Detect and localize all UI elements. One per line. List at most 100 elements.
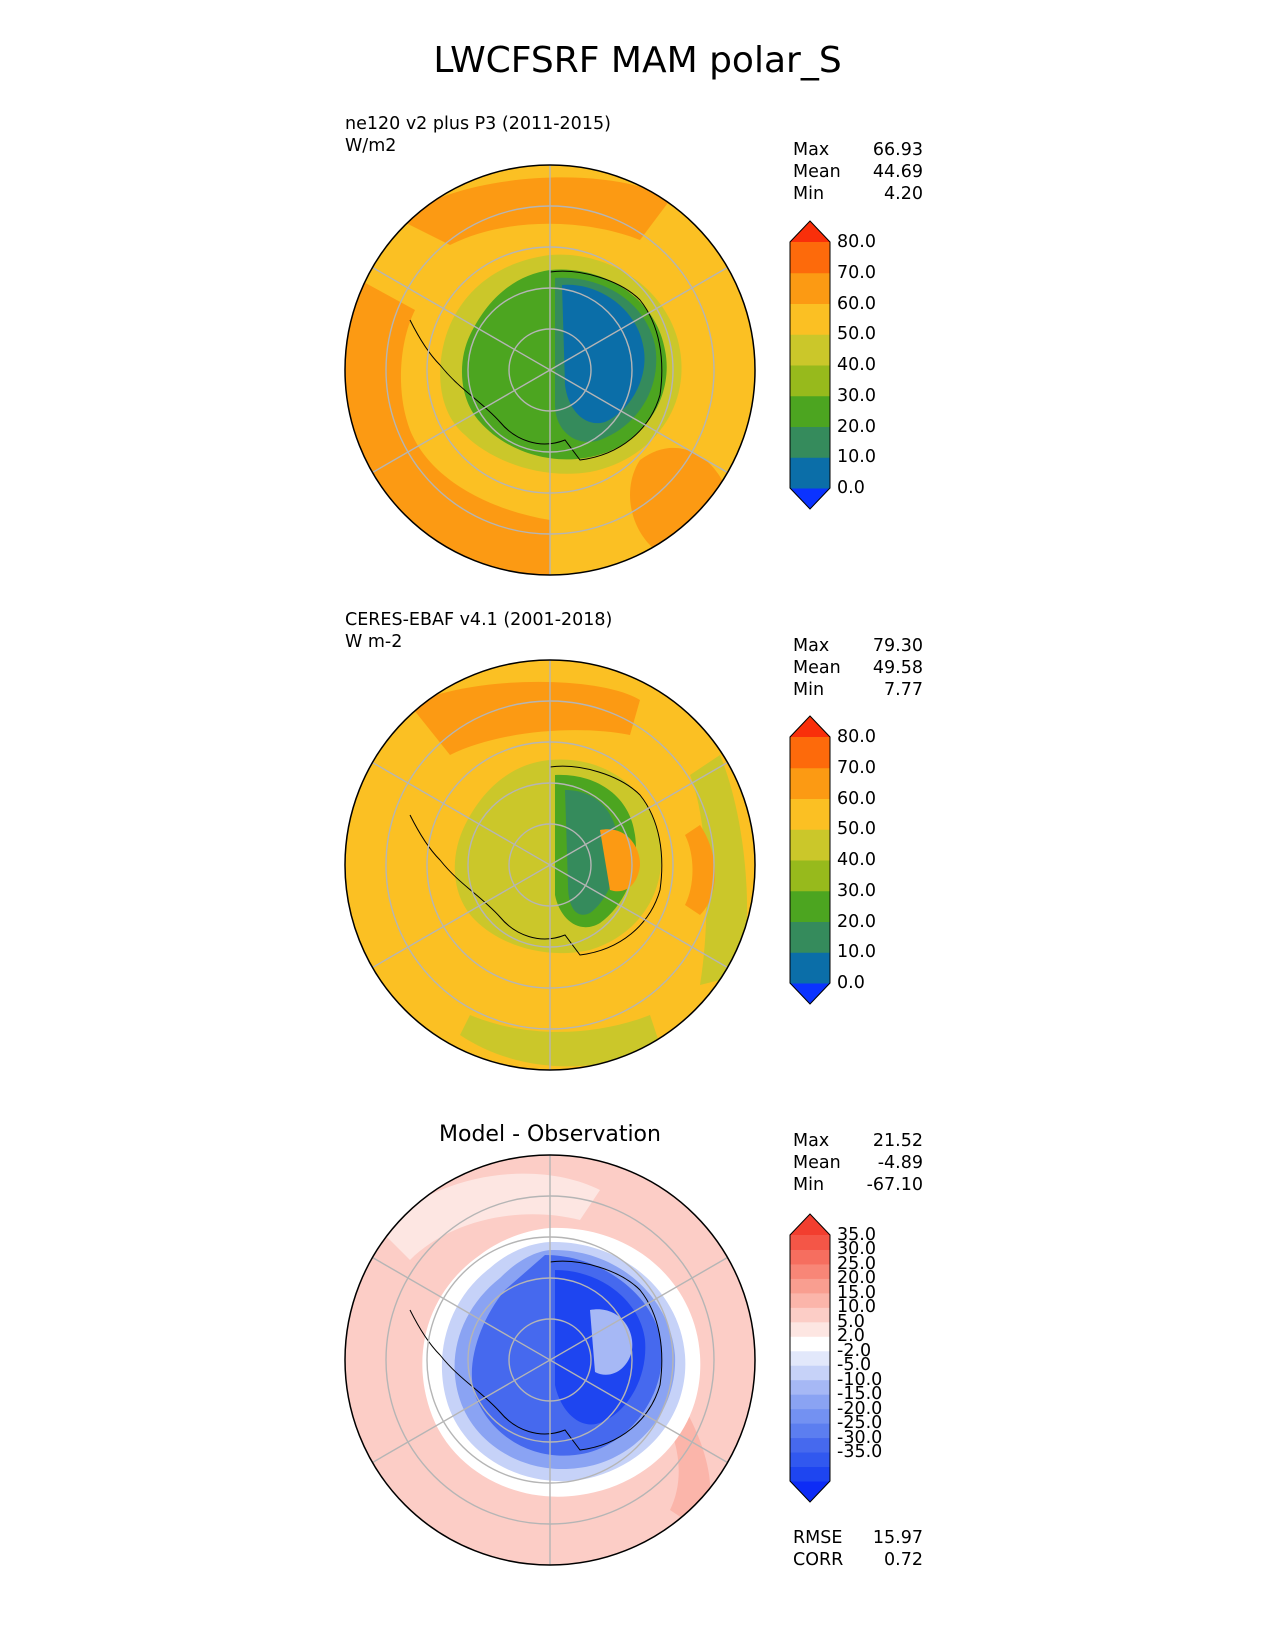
- obs-units: W m-2: [345, 632, 403, 652]
- stat-max-value: 79.30: [872, 636, 923, 656]
- colorbar-tick-label: 70.0: [837, 757, 876, 778]
- colorbar-swatch: [790, 716, 830, 737]
- colorbar-tick-label: 50.0: [837, 324, 876, 345]
- model-field-band-west: [345, 280, 550, 575]
- colorbar-tick-label: -35.0: [837, 1442, 883, 1463]
- colorbar-swatch: [790, 221, 830, 242]
- model-units: W/m2: [345, 136, 397, 156]
- colorbar-tick-label: 30.0: [837, 385, 876, 406]
- rmse-value: 15.97: [872, 1528, 923, 1548]
- colorbar-swatch: [790, 303, 830, 335]
- colorbar-tick-label: -10.0: [837, 1369, 883, 1390]
- diff-graticule: [372, 1155, 728, 1565]
- colorbar-tick-label: 70.0: [837, 262, 876, 283]
- colorbar-tick-label: -25.0: [837, 1413, 883, 1434]
- diff-coastline: [409, 1260, 663, 1451]
- model-graticule: [372, 165, 728, 575]
- colorbar-tick-label: 2.0: [837, 1326, 865, 1347]
- colorbar-tick-label: -15.0: [837, 1384, 883, 1405]
- obs-field-patch-east: [685, 825, 715, 915]
- colorbar-tick-label: 5.0: [837, 1311, 865, 1332]
- stat-max-label: Max: [793, 1131, 830, 1151]
- figure-title: LWCFSRF MAM polar_S: [433, 40, 842, 81]
- colorbar-swatch: [790, 1365, 830, 1381]
- colorbar-swatch: [790, 1307, 830, 1323]
- obs-header: CERES-EBAF v4.1 (2001-2018) W m-2: [345, 609, 612, 653]
- diff-meridian: [372, 1256, 728, 1464]
- colorbar-swatch: [790, 798, 830, 830]
- colorbar-swatch: [790, 1249, 830, 1265]
- model-map-border: [344, 164, 756, 576]
- colorbar-tick-label: 60.0: [837, 293, 876, 314]
- colorbar-swatch: [790, 921, 830, 953]
- colorbar-swatch: [790, 1292, 830, 1308]
- obs-title: CERES-EBAF v4.1 (2001-2018): [345, 610, 613, 630]
- obs-map-border: [344, 659, 756, 1071]
- obs-field-band-south: [460, 1015, 660, 1067]
- corr-value: 0.72: [884, 1550, 923, 1570]
- colorbar-swatch: [790, 767, 830, 799]
- stat-mean-label: Mean: [793, 658, 841, 678]
- colorbar-tick-label: -2.0: [837, 1340, 872, 1361]
- colorbar-tick-label: 15.0: [837, 1282, 876, 1303]
- colorbar-swatch: [790, 1481, 830, 1502]
- colorbar-swatch: [790, 1452, 830, 1468]
- model-field-band-southeast: [630, 447, 730, 560]
- rmse-label: RMSE: [793, 1528, 843, 1548]
- colorbar-tick-label: 60.0: [837, 788, 876, 809]
- model-colorbar: [789, 220, 831, 510]
- colorbar-swatch: [790, 952, 830, 984]
- stat-max-value: 66.93: [872, 140, 923, 160]
- colorbar-tick-label: 30.0: [837, 880, 876, 901]
- stat-min-value: 4.20: [884, 184, 923, 204]
- colorbar-swatch: [790, 1235, 830, 1250]
- colorbar-swatch: [790, 395, 830, 427]
- colorbar-swatch: [790, 1379, 830, 1395]
- colorbar-tick-label: 0.0: [837, 478, 865, 498]
- obs-field-band-north: [410, 681, 640, 755]
- obs-field-teal: [565, 790, 619, 915]
- colorbar-swatch: [790, 890, 830, 922]
- colorbar-tick-label: -20.0: [837, 1398, 883, 1419]
- obs-graticule: [372, 660, 728, 1070]
- colorbar-swatch: [790, 334, 830, 366]
- colorbar-tick-label: 10.0: [837, 447, 876, 468]
- colorbar-swatch: [790, 1394, 830, 1410]
- model-coastline: [409, 270, 663, 461]
- stat-mean-value: -4.89: [877, 1153, 923, 1173]
- diff-metrics: RMSE 15.97 CORR 0.72: [793, 1527, 923, 1571]
- stat-min-value: -67.10: [866, 1175, 923, 1195]
- model-title: ne120 v2 plus P3 (2011-2015): [345, 114, 611, 134]
- colorbar-swatch: [790, 272, 830, 304]
- obs-colorbar: [789, 715, 831, 1005]
- diff-colorbar: [789, 1213, 831, 1503]
- diff-title: Model - Observation: [439, 1122, 661, 1147]
- colorbar-swatch: [790, 983, 830, 1004]
- obs-stats: Max 79.30 Mean 49.58 Min 7.77: [793, 635, 923, 701]
- colorbar-outline: [789, 715, 831, 1005]
- stat-mean-value: 49.58: [872, 658, 923, 678]
- stat-mean-label: Mean: [793, 162, 841, 182]
- stat-min-label: Min: [793, 680, 825, 700]
- obs-polar-map: [344, 659, 756, 1071]
- colorbar-tick-label: 40.0: [837, 850, 876, 870]
- colorbar-swatch: [790, 1350, 830, 1366]
- colorbar-tick-label: 80.0: [837, 727, 876, 747]
- obs-meridian: [372, 761, 728, 969]
- colorbar-tick-label: -5.0: [837, 1355, 872, 1376]
- colorbar-swatch: [790, 1214, 830, 1235]
- colorbar-swatch: [790, 1336, 830, 1352]
- model-stats: Max 66.93 Mean 44.69 Min 4.20: [793, 139, 923, 205]
- diff-stats: Max 21.52 Mean -4.89 Min -67.10: [793, 1130, 923, 1196]
- colorbar-swatch: [790, 1466, 830, 1482]
- stat-min-label: Min: [793, 184, 825, 204]
- obs-coastline: [409, 765, 663, 956]
- obs-field-band-east: [690, 755, 748, 985]
- model-header: ne120 v2 plus P3 (2011-2015) W/m2: [345, 113, 611, 157]
- colorbar-swatch: [790, 829, 830, 861]
- colorbar-tick-label: 0.0: [837, 973, 865, 993]
- colorbar-swatch: [790, 457, 830, 489]
- colorbar-tick-label: 10.0: [837, 1297, 876, 1318]
- colorbar-outline: [789, 220, 831, 510]
- colorbar-tick-label: 35.0: [837, 1225, 876, 1245]
